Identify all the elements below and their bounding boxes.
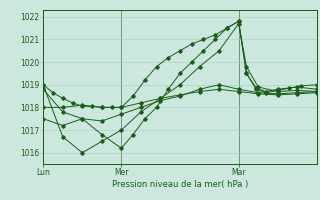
X-axis label: Pression niveau de la mer( hPa ): Pression niveau de la mer( hPa ) <box>112 180 248 189</box>
